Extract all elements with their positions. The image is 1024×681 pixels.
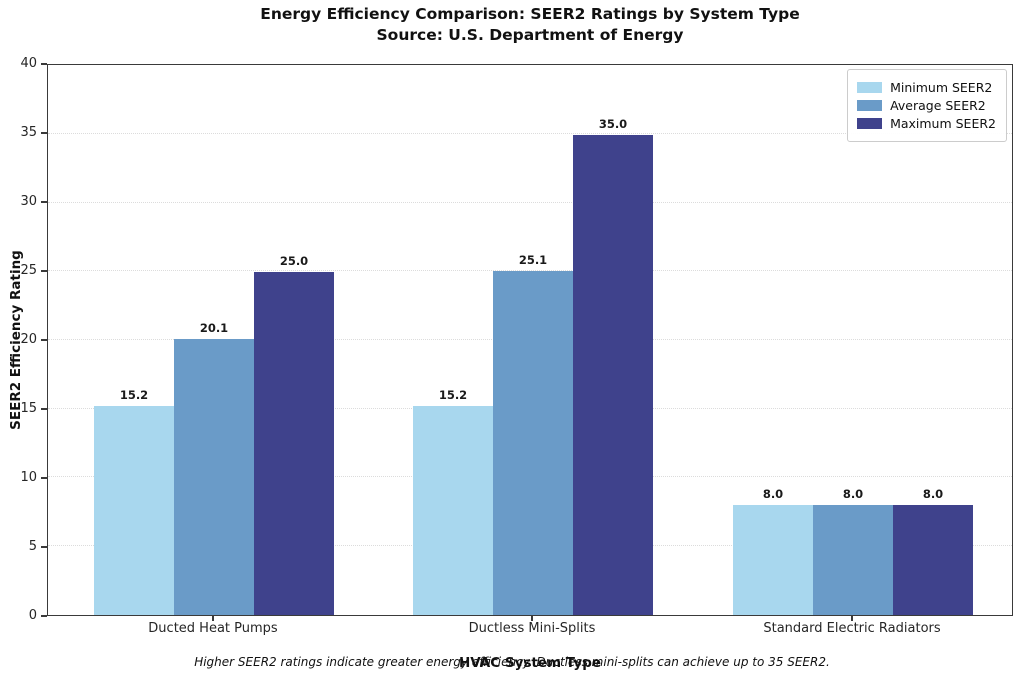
bar-value-label: 8.0	[922, 487, 944, 502]
bar-value-label: 8.0	[842, 487, 864, 502]
y-tick-mark	[41, 63, 47, 65]
plot-area: 15.2 15.2 8.0 20.1 25.1 8.0 25.0 35.0 8.0 Minimu…	[47, 64, 1013, 616]
bar	[94, 406, 174, 615]
y-tick-mark	[41, 615, 47, 617]
bar	[893, 505, 973, 615]
legend-label: Average SEER2	[890, 98, 986, 113]
y-tick-mark	[41, 201, 47, 203]
y-tick-label: 35	[20, 125, 37, 140]
bar-value-label: 25.0	[279, 253, 309, 268]
y-tick-label: 15	[20, 401, 37, 416]
bar-value-label: 25.1	[518, 252, 548, 267]
bar	[413, 406, 493, 615]
x-tick-mark	[212, 616, 214, 621]
footnote: Higher SEER2 ratings indicate greater en…	[194, 655, 830, 669]
legend: Minimum SEER2 Average SEER2 Maximum SEER2	[847, 69, 1007, 142]
y-tick-mark	[41, 132, 47, 134]
y-tick-label: 30	[20, 194, 37, 209]
gridline	[48, 201, 1012, 203]
legend-item: Minimum SEER2	[857, 80, 996, 95]
bar-value-label: 20.1	[199, 321, 229, 336]
bar	[813, 505, 893, 615]
y-tick-label: 20	[20, 332, 37, 347]
bar	[254, 271, 334, 615]
y-tick-mark	[41, 270, 47, 272]
legend-swatch	[857, 100, 883, 111]
bar	[493, 270, 573, 615]
x-tick-mark	[531, 616, 533, 621]
legend-swatch	[857, 118, 883, 129]
y-tick-mark	[41, 546, 47, 548]
chart-title: Energy Efficiency Comparison: SEER2 Rati…	[260, 5, 800, 23]
bar	[174, 339, 254, 615]
bar	[573, 134, 653, 615]
legend-swatch	[857, 82, 883, 93]
legend-label: Minimum SEER2	[890, 80, 993, 95]
x-tick-label: Ducted Heat Pumps	[148, 621, 278, 636]
bar-value-label: 15.2	[438, 388, 468, 403]
legend-item: Average SEER2	[857, 98, 996, 113]
y-tick-label: 0	[28, 608, 37, 623]
y-tick-label: 10	[20, 470, 37, 485]
legend-label: Maximum SEER2	[890, 116, 996, 131]
bar-value-label: 35.0	[598, 116, 628, 131]
x-tick-label: Ductless Mini-Splits	[468, 621, 596, 636]
gridline	[48, 133, 1012, 135]
legend-item: Maximum SEER2	[857, 116, 996, 131]
y-tick-mark	[41, 408, 47, 410]
x-tick-label: Standard Electric Radiators	[763, 621, 941, 636]
y-tick-mark	[41, 339, 47, 341]
bar	[733, 505, 813, 615]
bars-layer: 15.2 15.2 8.0 20.1 25.1 8.0 25.0 35.0 8.0	[48, 65, 1012, 615]
bar-value-label: 8.0	[762, 487, 784, 502]
x-axis-label: HVAC System Type	[458, 655, 602, 671]
bar-value-label: 15.2	[119, 388, 149, 403]
y-tick-label: 25	[20, 263, 37, 278]
x-tick-mark	[851, 616, 853, 621]
y-tick-mark	[41, 477, 47, 479]
chart-subtitle: Source: U.S. Department of Energy	[376, 26, 684, 44]
y-tick-label: 5	[28, 539, 37, 554]
y-tick-label: 40	[20, 56, 37, 71]
